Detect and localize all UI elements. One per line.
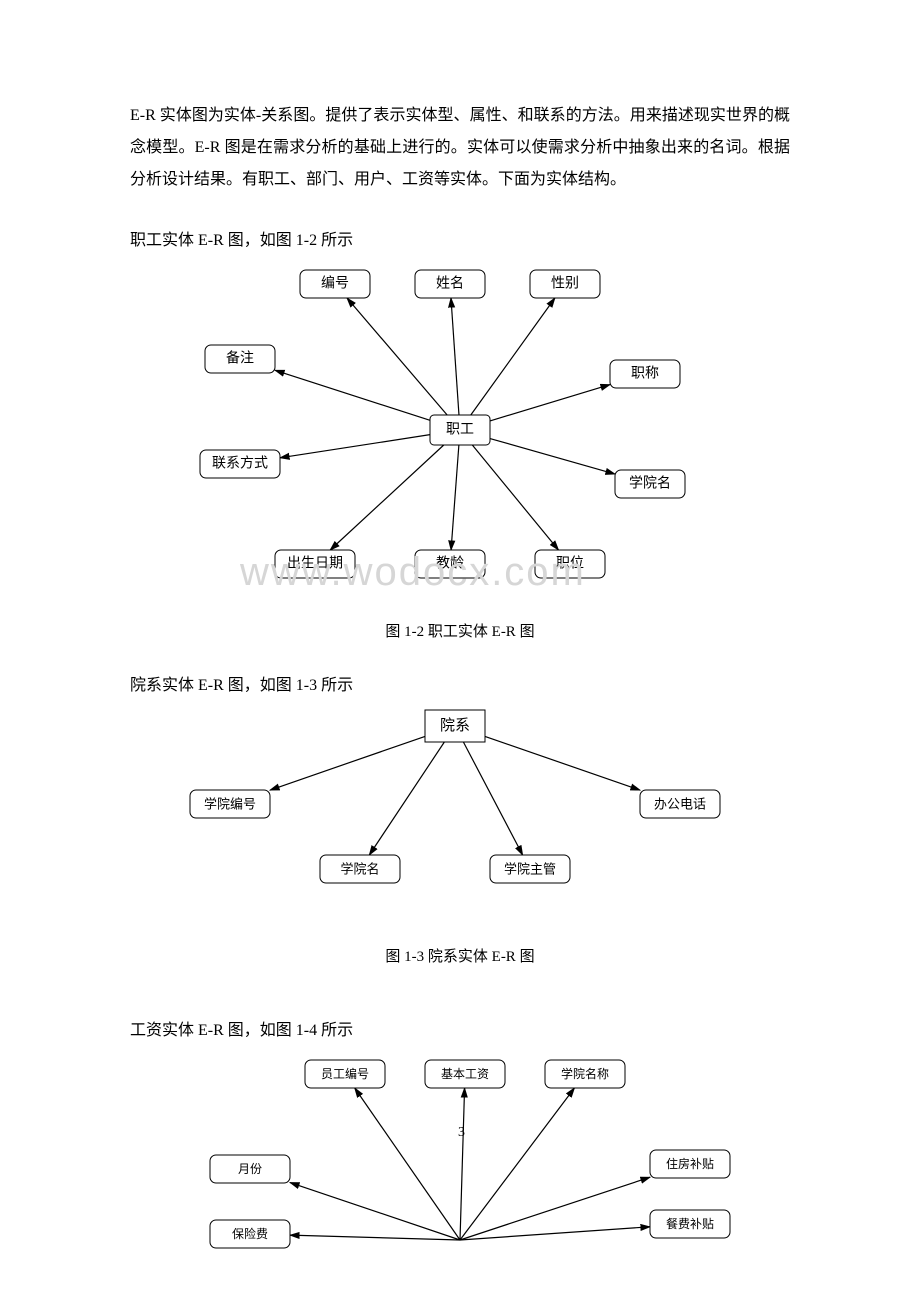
- svg-text:职位: 职位: [556, 556, 584, 572]
- diagram1-heading: 职工实体 E-R 图，如图 1-2 所示: [130, 226, 790, 250]
- svg-text:学院主管: 学院主管: [504, 862, 556, 877]
- svg-text:住房补贴: 住房补贴: [666, 1156, 714, 1171]
- svg-text:学院名称: 学院名称: [561, 1066, 609, 1081]
- intro-paragraph: E-R 实体图为实体-关系图。提供了表示实体型、属性、和联系的方法。用来描述现实…: [130, 100, 790, 196]
- svg-text:月份: 月份: [238, 1162, 262, 1176]
- diagram2-container: 院系学院编号 办公电话学院名 学院主管: [130, 705, 790, 905]
- svg-text:性别: 性别: [551, 276, 579, 292]
- svg-text:员工编号: 员工编号: [321, 1066, 369, 1081]
- svg-text:学院编号: 学院编号: [204, 797, 256, 812]
- page-number: 3: [458, 1125, 465, 1141]
- svg-text:学院名: 学院名: [629, 476, 671, 492]
- svg-text:教龄: 教龄: [436, 556, 464, 572]
- svg-text:保险费: 保险费: [232, 1226, 268, 1241]
- diagram3-container: 员工编号 基本工资 学院名称月份 住房补贴保险费 餐费补贴 3: [130, 1050, 790, 1270]
- svg-text:备注: 备注: [226, 350, 254, 367]
- svg-text:基本工资: 基本工资: [441, 1067, 489, 1081]
- diagram2-caption: 图 1-3 院系实体 E-R 图: [130, 945, 790, 966]
- diagram2-heading: 院系实体 E-R 图，如图 1-3 所示: [130, 671, 790, 695]
- diagram3-heading: 工资实体 E-R 图，如图 1-4 所示: [130, 1016, 790, 1040]
- svg-text:学院名: 学院名: [340, 862, 379, 877]
- svg-text:办公电话: 办公电话: [654, 797, 706, 812]
- svg-text:编号: 编号: [321, 276, 349, 292]
- svg-text:职工: 职工: [446, 423, 474, 438]
- diagram1-container: 职工编号姓名性别备注职称联系方式学院名出生日期教龄职位 www.wodocx.c…: [130, 260, 790, 610]
- svg-text:餐费补贴: 餐费补贴: [666, 1216, 714, 1231]
- svg-text:出生日期: 出生日期: [287, 556, 343, 572]
- diagram1-caption: 图 1-2 职工实体 E-R 图: [130, 620, 790, 641]
- svg-text:姓名: 姓名: [436, 276, 464, 292]
- svg-text:联系方式: 联系方式: [212, 456, 268, 472]
- svg-text:职称: 职称: [631, 366, 659, 382]
- svg-text:院系: 院系: [440, 716, 470, 734]
